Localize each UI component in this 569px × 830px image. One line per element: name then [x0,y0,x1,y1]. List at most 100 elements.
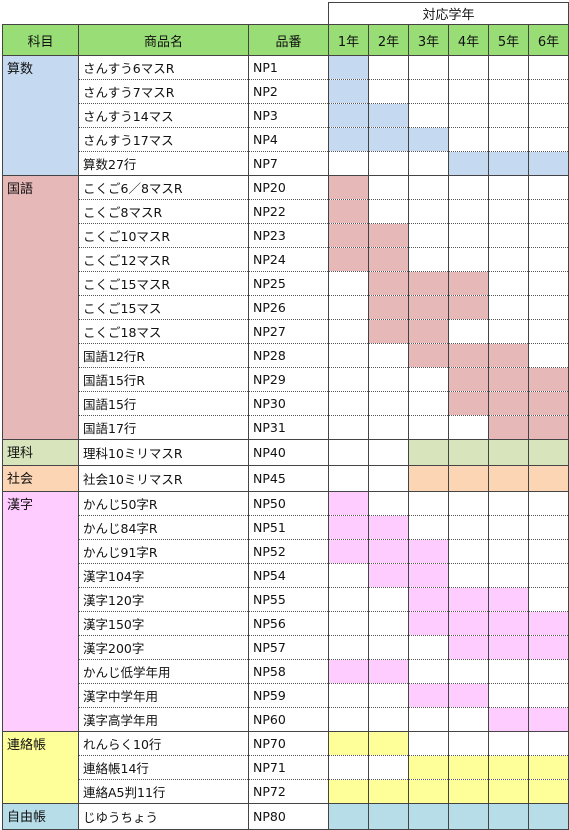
grade-5-cell [488,247,529,272]
grade-5-cell [488,223,529,248]
product-code-cell: NP3 [248,103,329,128]
grade-5-cell [488,779,529,804]
grade-6-cell [528,199,569,224]
grade-3-cell [408,611,449,636]
table-row: 算数 さんすう6マスR NP1 [2,55,569,176]
grade-5-cell [488,127,529,152]
grade-1-cell [328,659,369,684]
grade-4-cell [448,175,489,200]
grade-4-cell [448,79,489,104]
subject-cell: 自由帳 [2,803,79,830]
grade-4-cell [448,803,489,830]
subject-cell: 連絡帳 [2,731,79,804]
grade-6-cell [528,271,569,296]
grade-1-cell [328,515,369,540]
grade-1-cell [328,271,369,296]
grade-3-cell [408,563,449,588]
grade-1-cell [328,707,369,732]
grade-1-cell [328,731,369,756]
product-code-cell: NP72 [248,779,329,804]
table-row: かんじ低学年用 NP58 [3,659,569,684]
grade-5-cell [488,515,529,540]
grade-5-cell [488,563,529,588]
grade-1-cell [328,465,369,492]
table-row: 連絡A5判11行 NP72 [3,779,569,804]
grade-4-cell [448,731,489,756]
product-code-cell: NP40 [248,439,329,466]
product-code-cell: NP54 [248,563,329,588]
product-name-cell: さんすう14マス [78,103,249,128]
grade-4-cell [448,465,489,492]
product-name-cell: こくご18マス [78,319,249,344]
grade-1-cell [328,103,369,128]
product-code-cell: NP27 [248,319,329,344]
grade-2-cell [368,587,409,612]
grade-1-cell [328,247,369,272]
grade-2-cell [368,611,409,636]
table-row: 社会 社会10ミリマスR NP45 [2,465,569,492]
grade-5-cell [488,367,529,392]
grade-3-cell [408,415,449,440]
grade-6-cell [528,55,569,80]
product-name-cell: 漢字150字 [78,611,249,636]
grade-4-cell [448,779,489,804]
table-row: 漢字 かんじ50字R NP50 [2,491,569,732]
grade-1-cell [328,611,369,636]
product-name-cell: こくご6／8マスR [78,175,249,200]
product-name-cell: 算数27行 [78,151,249,176]
product-name-cell: 連絡A5判11行 [78,779,249,804]
grade-6-cell [528,563,569,588]
grade-2-cell [368,731,409,756]
grade-2-cell [368,199,409,224]
grade-5-cell [488,391,529,416]
grade-3-cell [408,439,449,466]
grade-5-cell [488,635,529,660]
grade-2-cell [368,247,409,272]
product-name-cell: 国語15行 [78,391,249,416]
table-row: 漢字中学年用 NP59 [3,683,569,708]
grade-4-cell [448,611,489,636]
grade-5-cell [488,271,529,296]
grade-2-cell [368,683,409,708]
product-name-cell: 国語15行R [78,367,249,392]
product-code-cell: NP7 [248,151,329,176]
grade-1-cell [328,803,369,830]
grade-4-cell [448,683,489,708]
product-name-cell: 漢字104字 [78,563,249,588]
product-code-cell: NP28 [248,343,329,368]
table-row: 漢字200字 NP57 [3,635,569,660]
grade-4-cell [448,199,489,224]
table-row: 連絡帳14行 NP71 [3,755,569,780]
product-code-header: 品番 [248,24,329,56]
product-code-cell: NP52 [248,539,329,564]
grade-5-header: 5年 [488,24,529,56]
table-row: こくご15マスR NP25 [3,271,569,296]
table-row: さんすう14マス NP3 [3,103,569,128]
grade-1-cell [328,439,369,466]
product-code-cell: NP51 [248,515,329,540]
grade-3-header: 3年 [408,24,449,56]
product-code-cell: NP1 [248,55,329,80]
grade-2-cell [368,295,409,320]
grade-4-cell [448,223,489,248]
grade-6-cell [528,611,569,636]
product-code-cell: NP45 [248,465,329,492]
grade-3-cell [408,295,449,320]
grade-2-cell [368,465,409,492]
grade-3-cell [408,491,449,516]
grade-5-cell [488,199,529,224]
product-code-cell: NP30 [248,391,329,416]
grade-2-cell [368,391,409,416]
product-code-cell: NP24 [248,247,329,272]
grade-4-cell [448,271,489,296]
grade-1-cell [328,295,369,320]
product-code-cell: NP25 [248,271,329,296]
grade-4-cell [448,707,489,732]
grade-3-cell [408,127,449,152]
product-code-cell: NP55 [248,587,329,612]
table-row: 国語 こくご6／8マスR NP20 [2,175,569,440]
subject-cell: 社会 [2,465,79,492]
table-row: こくご15マス NP26 [3,295,569,320]
grade-6-cell [528,731,569,756]
